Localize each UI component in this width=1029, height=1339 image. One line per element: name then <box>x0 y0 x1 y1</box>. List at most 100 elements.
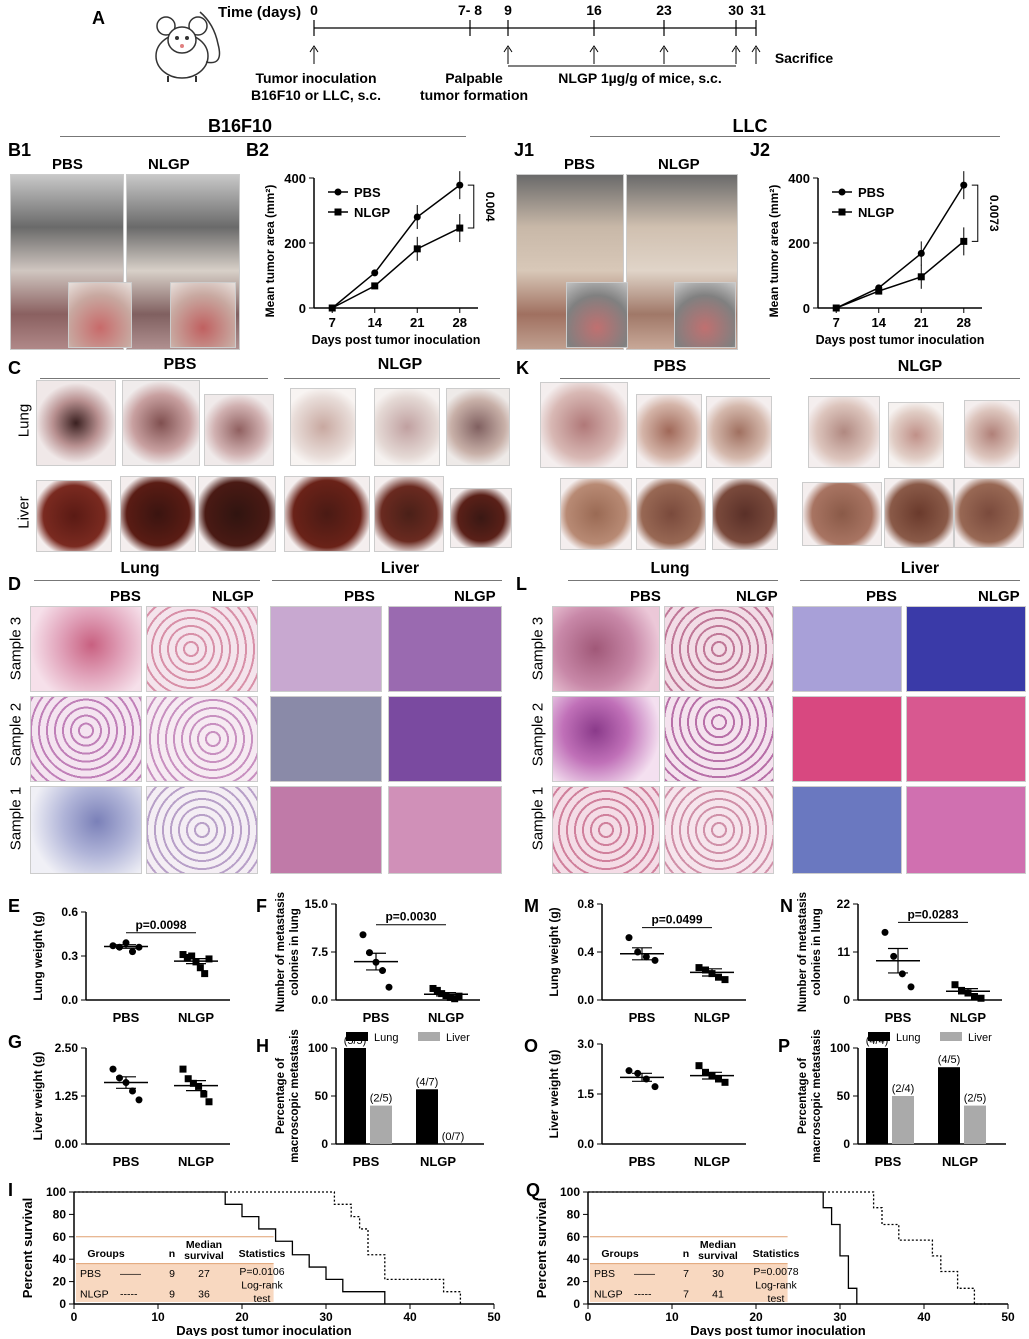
p-value: p=0.0098 <box>135 918 186 932</box>
table-header-statistics: Statistics <box>753 1248 800 1260</box>
table-row-median: 41 <box>712 1288 724 1300</box>
x-category-label: NLGP <box>420 1154 456 1169</box>
y-tick-label: 1.25 <box>55 1089 79 1103</box>
l-liver-pbs: PBS <box>866 588 897 605</box>
panel-label-g: G <box>8 1032 23 1052</box>
k-nlgp-line <box>810 378 1020 379</box>
bar-liver <box>892 1096 914 1144</box>
d-sample3-label: Sample 3 <box>7 616 25 681</box>
mouse-icon <box>155 11 221 82</box>
b1-pbs-inset-photo <box>68 282 132 348</box>
point-nlgp <box>832 304 840 312</box>
table-header-median-1: Median <box>186 1239 222 1251</box>
bar-label: (4/7) <box>416 1076 439 1088</box>
panel-label-f: F <box>256 896 267 916</box>
y-axis-label: Liver weight (g) <box>31 1052 45 1141</box>
tick-30: 30 <box>728 2 744 18</box>
chart-o: 0.0 1.5 3.0 PBS NLGP Liver weight (g) <box>547 1037 746 1169</box>
y-tick-label: 50 <box>837 1089 851 1103</box>
j1-pbs-inset-photo <box>566 282 628 348</box>
x-tick-label: 50 <box>1001 1310 1015 1324</box>
panel-label-k: K <box>516 358 529 378</box>
dot-nlgp <box>455 992 463 1000</box>
dot-pbs <box>625 1067 633 1075</box>
j1-nlgp-label: NLGP <box>658 156 700 173</box>
y-tick-label: 0 <box>299 301 306 316</box>
legend-marker <box>838 188 846 196</box>
table-row-n: 9 <box>169 1268 175 1280</box>
bar-liver <box>964 1105 986 1144</box>
y-tick-label: 2.50 <box>55 1041 79 1055</box>
y-tick-label: 3.0 <box>577 1037 594 1051</box>
panel-label-q: Q <box>526 1180 541 1200</box>
y-tick-label: 100 <box>308 1041 328 1055</box>
legend-swatch <box>868 1032 890 1041</box>
dot-pbs <box>129 1087 136 1095</box>
p-value-annotation: 0.004 <box>483 192 497 222</box>
chart-q: 0 20 40 60 80 100 0 10 20 30 40 50 Days post tumor i… <box>534 1185 1015 1336</box>
c-pbs-header: PBS <box>163 356 197 373</box>
k-liver-pbs-3 <box>712 478 778 550</box>
p-value: p=0.0283 <box>907 907 958 921</box>
d-s3-liver-pbs <box>270 606 382 692</box>
c-liver-row-label: Liver <box>15 496 33 529</box>
legend-marker <box>838 208 846 216</box>
l-s3-lung-nlgp <box>664 606 774 692</box>
c-lung-nlgp-3 <box>446 388 510 466</box>
dot-nlgp <box>721 1078 729 1086</box>
panel-label-j2: J2 <box>750 140 771 160</box>
header-llc: LLC <box>732 116 768 136</box>
dot-nlgp <box>196 964 204 972</box>
timeline <box>309 20 761 67</box>
dot-nlgp <box>451 995 459 1003</box>
k-pbs-header: PBS <box>653 358 687 375</box>
d-s2-liver-nlgp <box>388 696 502 782</box>
table-header-median-2: survival <box>698 1250 738 1262</box>
c-liver-pbs-2 <box>120 476 196 552</box>
dot-nlgp <box>695 1062 703 1070</box>
c-lung-pbs-3 <box>204 394 274 466</box>
d-s3-liver-nlgp <box>388 606 502 692</box>
table-stat-test-2: test <box>254 1293 271 1305</box>
x-tick-label: 14 <box>368 315 383 330</box>
table-row-n: 7 <box>683 1288 689 1300</box>
l-lung-pbs: PBS <box>630 588 661 605</box>
x-tick-label: 21 <box>410 315 424 330</box>
legend-label-pbs: PBS <box>858 185 885 200</box>
y-tick-label: 0.0 <box>311 993 328 1007</box>
tick-0: 0 <box>310 2 318 18</box>
x-tick-label: 40 <box>917 1310 931 1324</box>
c-liver-nlgp-1 <box>284 476 370 552</box>
y-axis-label: Lung weight (g) <box>31 911 45 1000</box>
y-axis-label: Percent survival <box>20 1198 35 1298</box>
x-category-label: PBS <box>885 1010 912 1025</box>
k-liver-pbs-1 <box>560 478 632 550</box>
c-liver-nlgp-2 <box>374 476 444 552</box>
d-liver-nlgp: NLGP <box>454 588 496 605</box>
bar-liver <box>370 1105 392 1144</box>
x-axis-label: Days post tumor inoculation <box>312 333 481 347</box>
chart-j2: 0 200 400 7 14 21 28 Days post tumor inoculatio… <box>767 171 1001 347</box>
y-tick-label: 0 <box>59 1297 66 1311</box>
y-axis-label-line1: Percentage of <box>797 1058 809 1134</box>
x-tick-label: 28 <box>957 315 971 330</box>
chart-i: 0 20 40 60 80 100 0 10 20 30 40 50 Days post tumor i… <box>20 1185 501 1336</box>
dot-pbs <box>642 953 650 961</box>
x-tick-label: 30 <box>833 1310 847 1324</box>
dot-pbs <box>359 931 367 939</box>
y-tick-label: 400 <box>788 171 810 186</box>
x-tick-label: 28 <box>453 315 467 330</box>
x-category-label: NLGP <box>178 1154 214 1169</box>
x-category-label: NLGP <box>694 1010 730 1025</box>
x-tick-label: 0 <box>585 1310 592 1324</box>
dot-nlgp <box>951 981 959 989</box>
l-histology-grid <box>552 606 1028 876</box>
legend-label: Liver <box>968 1032 992 1044</box>
j1-pbs-label: PBS <box>564 156 595 173</box>
l-lung-line <box>568 580 778 581</box>
c-lung-nlgp-1 <box>290 388 356 466</box>
k-lung-nlgp-1 <box>808 396 880 468</box>
table-row-line: ----- <box>120 1288 138 1300</box>
x-category-label: NLGP <box>428 1010 464 1025</box>
l-sample2-label: Sample 2 <box>529 702 547 767</box>
